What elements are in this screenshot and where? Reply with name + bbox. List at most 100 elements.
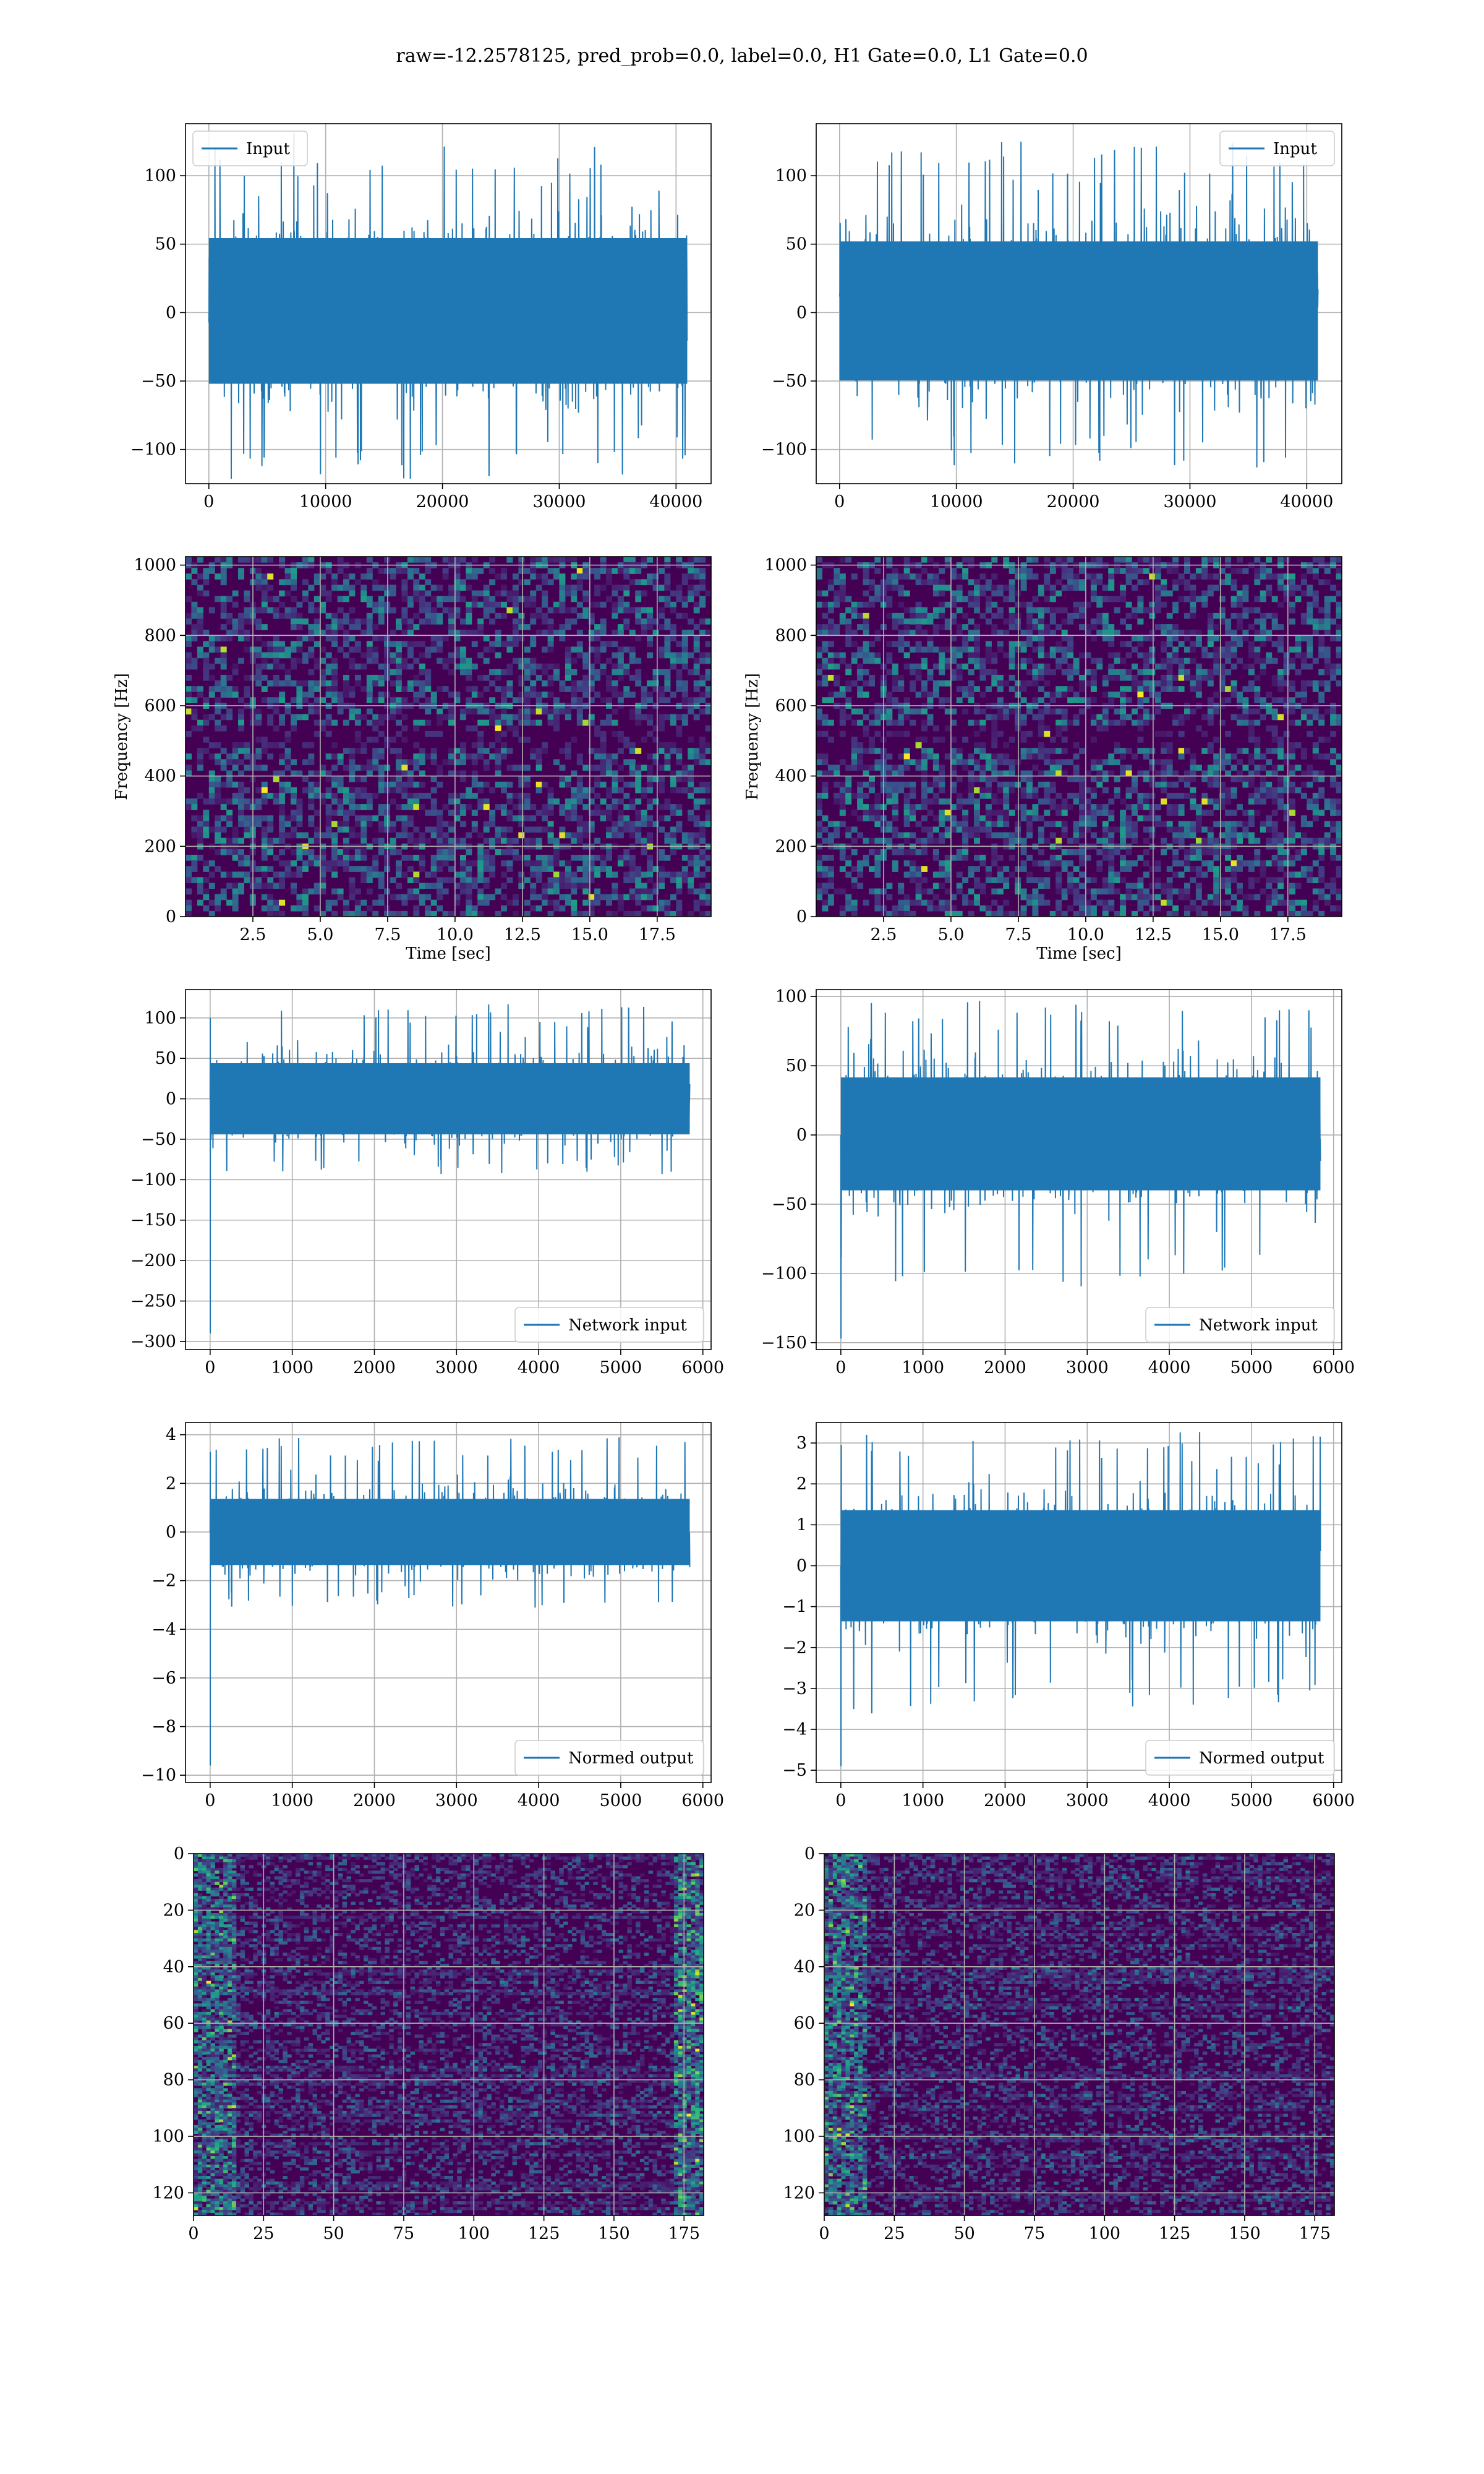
y-tick-label: 0: [166, 907, 176, 927]
x-tick-label: 3000: [435, 1358, 478, 1377]
x-tick-label: 4000: [1148, 1791, 1191, 1810]
y-tick-label: 40: [794, 1958, 815, 1977]
y-axis: 0 200 400 600 800 1000: [764, 556, 816, 927]
x-tick-label: 2.5: [870, 925, 897, 944]
y-tick-label: 50: [786, 235, 807, 254]
x-tick-label: 0: [205, 1791, 215, 1810]
y-tick-label: 600: [775, 696, 807, 716]
axes-frame: [816, 123, 1342, 484]
y-tick-label: 0: [166, 303, 176, 322]
y-axis: −100 −50 0 50 100: [130, 166, 186, 460]
legend-label: Normed output: [1199, 1749, 1324, 1768]
subplot-2-left: 2.5 5.0 7.5 10.0 12.5 15.0 17.5 0 200 400 600 800 10…: [113, 556, 712, 963]
legend: Input: [1219, 131, 1335, 166]
plot-area: [186, 990, 711, 1350]
subplot-3-right: 0 1000 2000 3000 4000 5000 6000 −150 −100 −50 0 50 1…: [761, 987, 1355, 1377]
x-tick-label: 4000: [518, 1791, 560, 1810]
grid: [186, 557, 711, 917]
subplot-3-left: 0 1000 2000 3000 4000 5000 6000−300−250−200−15…: [130, 989, 724, 1377]
y-tick-label: 4: [166, 1426, 176, 1445]
x-tick-label: 5.0: [307, 925, 333, 944]
x-axis: 0 10000 20000 30000 40000: [834, 484, 1333, 511]
y-axis: −150 −100 −50 0 50 100: [761, 987, 816, 1353]
plot-area: [186, 1423, 711, 1783]
y-tick-label: 100: [152, 2127, 184, 2146]
y-axis: −5 −4 −3 −2 −1 0 1 2 3: [782, 1434, 816, 1780]
x-tick-label: 0: [188, 2224, 198, 2243]
axes-frame: [185, 1422, 712, 1783]
x-tick-label: 2000: [353, 1791, 396, 1810]
x-tick-label: 0: [834, 492, 845, 511]
series-band: [840, 1510, 1321, 1622]
y-tick-label: 50: [155, 1049, 176, 1068]
y-tick-label: 100: [783, 2127, 815, 2146]
series-band: [839, 241, 1318, 381]
series-band: [208, 238, 688, 384]
y-tick-label: 400: [775, 767, 807, 786]
x-tick-label: 25: [253, 2224, 274, 2243]
y-tick-label: 1000: [764, 556, 807, 575]
y-tick-label: 0: [804, 1844, 815, 1864]
subplot-2-right: 2.5 5.0 7.5 10.0 12.5 15.0 17.5 0 200 400 600 800 10…: [743, 556, 1342, 963]
y-tick-label: 120: [152, 2183, 184, 2202]
x-tick-label: 2.5: [239, 925, 266, 944]
x-tick-label: 10000: [930, 492, 983, 511]
y-tick-label: 600: [144, 696, 176, 716]
x-tick-label: 6000: [681, 1358, 724, 1377]
y-tick-label: 0: [166, 1523, 176, 1542]
x-tick-label: 4000: [518, 1358, 560, 1377]
grid: [186, 1423, 711, 1783]
axes-frame: [193, 1853, 704, 2216]
y-tick-label: −5: [782, 1761, 807, 1780]
y-tick-label: −150: [130, 1211, 176, 1230]
x-tick-label: 2000: [353, 1358, 396, 1377]
y-tick-label: 0: [796, 907, 807, 927]
x-tick-label: 100: [1089, 2224, 1121, 2243]
x-tick-label: 3000: [1066, 1791, 1109, 1810]
y-tick-label: −50: [141, 372, 176, 391]
y-tick-label: 80: [163, 2071, 184, 2090]
x-axis: 2.5 5.0 7.5 10.0 12.5 15.0 17.5: [239, 917, 676, 944]
legend: Network input: [514, 1307, 704, 1343]
x-tick-label: 30000: [1163, 492, 1216, 511]
x-tick-label: 6000: [681, 1791, 724, 1810]
x-axis: 0 1000 2000 3000 4000 5000 6000: [835, 1783, 1355, 1810]
x-tick-label: 17.5: [639, 925, 676, 944]
subplot-4-right: 0 1000 2000 3000 4000 5000 6000 −5 −4 −3 −2 −1 0 1 2 3 N…: [782, 1422, 1355, 1810]
x-axis: 2.5 5.0 7.5 10.0 12.5 15.0 17.5: [870, 917, 1307, 944]
x-tick-label: 0: [819, 2224, 829, 2243]
x-tick-label: 5.0: [937, 925, 964, 944]
x-tick-label: 5000: [1230, 1791, 1273, 1810]
x-tick-label: 50: [323, 2224, 344, 2243]
y-tick-label: −50: [772, 1195, 807, 1214]
y-axis: 0 200 400 600 800 1000: [134, 556, 186, 927]
x-tick-label: 12.5: [1135, 925, 1172, 944]
y-tick-label: 0: [796, 1556, 807, 1575]
series-band: [840, 1077, 1321, 1191]
plot-area: [824, 1854, 1334, 2215]
legend-box: [514, 1307, 704, 1343]
plot-area: [186, 124, 711, 484]
x-tick-label: 1000: [902, 1791, 944, 1810]
axes-frame: [816, 989, 1342, 1350]
x-tick-label: 2000: [984, 1358, 1026, 1377]
x-axis-label: Time [sec]: [406, 944, 491, 963]
x-axis: 0 1000 2000 3000 4000 5000 6000: [205, 1783, 724, 1810]
x-axis: 0 10000 20000 30000 40000: [203, 484, 702, 511]
x-tick-label: 0: [835, 1791, 846, 1810]
series-line: [209, 1004, 691, 1333]
legend-label: Input: [1273, 140, 1317, 158]
y-tick-label: 1: [796, 1515, 807, 1534]
plot-area: [816, 990, 1342, 1350]
x-tick-label: 7.5: [374, 925, 401, 944]
x-tick-label: 0: [205, 1358, 215, 1377]
y-tick-label: −100: [761, 440, 807, 460]
x-tick-label: 20000: [416, 492, 469, 511]
legend-box: [192, 131, 308, 166]
x-tick-label: 12.5: [504, 925, 541, 944]
y-tick-label: 100: [144, 166, 176, 186]
x-tick-label: 15.0: [571, 925, 608, 944]
x-tick-label: 17.5: [1269, 925, 1307, 944]
y-tick-label: −250: [130, 1292, 176, 1311]
y-tick-label: 120: [783, 2183, 815, 2202]
